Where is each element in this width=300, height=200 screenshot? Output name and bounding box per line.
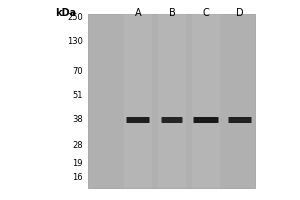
Bar [158, 14, 186, 188]
FancyBboxPatch shape [194, 117, 218, 123]
Bar [88, 14, 255, 188]
Text: C: C [202, 8, 209, 18]
Text: 70: 70 [72, 68, 83, 76]
Bar [124, 14, 152, 188]
Text: 16: 16 [72, 173, 83, 182]
Text: D: D [236, 8, 244, 18]
FancyBboxPatch shape [161, 117, 182, 123]
Text: kDa: kDa [55, 8, 76, 18]
Text: 130: 130 [67, 38, 83, 46]
FancyBboxPatch shape [127, 117, 149, 123]
Text: 28: 28 [72, 142, 83, 150]
Text: 38: 38 [72, 116, 83, 124]
FancyBboxPatch shape [229, 117, 251, 123]
Bar [192, 14, 220, 188]
Text: 51: 51 [73, 92, 83, 100]
Text: B: B [169, 8, 176, 18]
Text: 250: 250 [67, 14, 83, 22]
Text: A: A [135, 8, 141, 18]
Text: 19: 19 [73, 160, 83, 168]
